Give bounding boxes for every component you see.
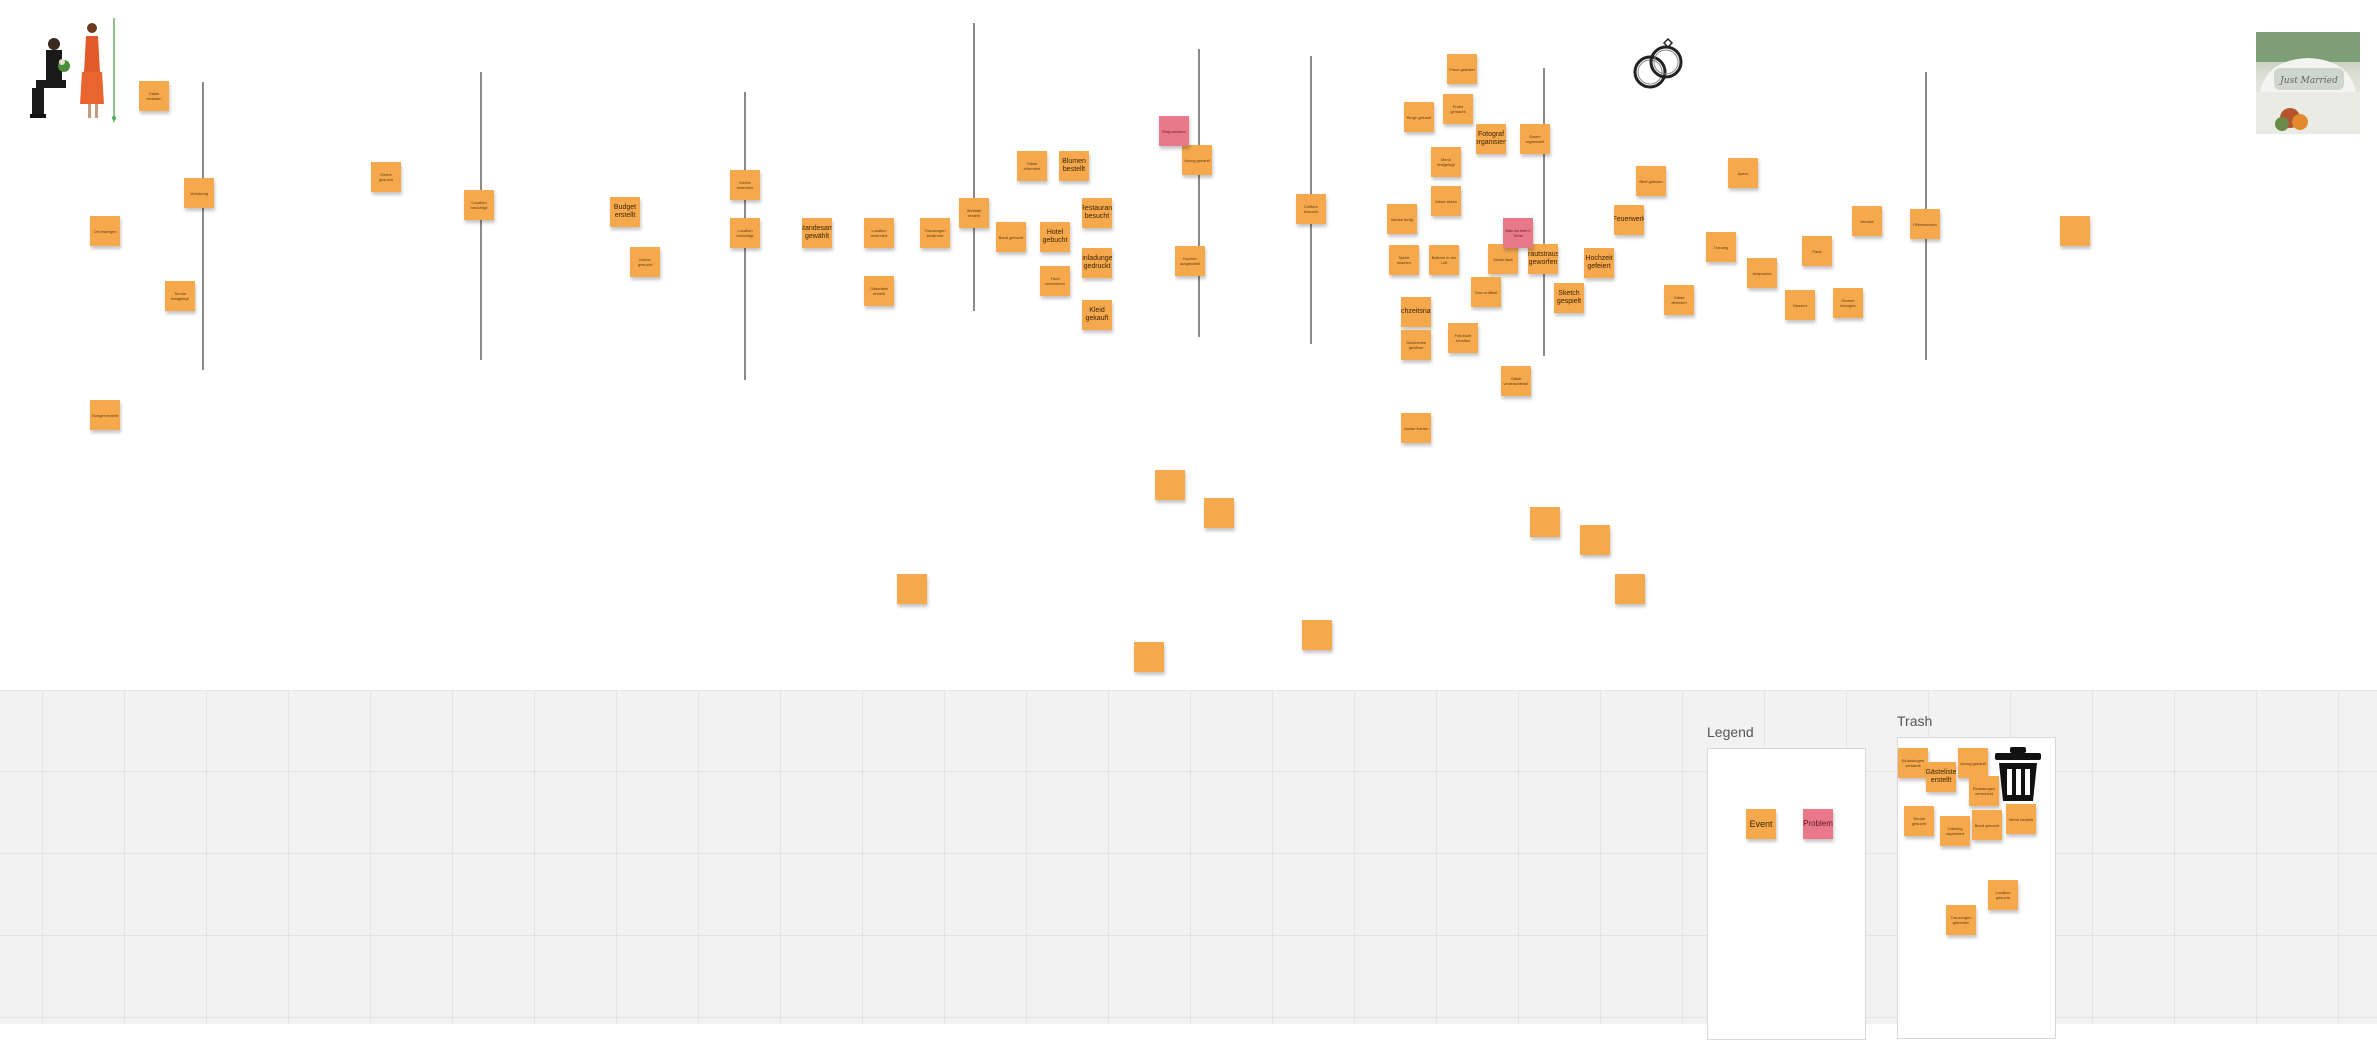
trash-sticky-note[interactable]: Einladungen verschickt [1969, 776, 1999, 806]
phase-divider[interactable] [202, 82, 204, 370]
sticky-note[interactable]: Location besichtigt [464, 190, 494, 220]
legend-title: Legend [1707, 724, 1754, 740]
trash-sticky-note[interactable]: Band gesucht [1972, 810, 2002, 840]
sticky-note[interactable]: Ansprache [1747, 258, 1777, 288]
proposal-photo[interactable] [26, 14, 116, 126]
sticky-note[interactable]: Band gebucht [996, 222, 1026, 252]
sticky-note[interactable] [1302, 620, 1332, 650]
sticky-note[interactable]: Feuerwerk [1614, 205, 1644, 235]
sticky-note[interactable]: Geschenke geöffnet [1401, 330, 1431, 360]
trash-sticky-note[interactable]: Einladungen versandt [1898, 748, 1928, 778]
trash-title: Trash [1897, 713, 1933, 729]
sticky-note[interactable]: Website erstellt [959, 198, 989, 228]
legend-event-sticky[interactable]: Event [1746, 809, 1776, 839]
sticky-note[interactable] [897, 574, 927, 604]
sticky-note[interactable]: Musik läuft [1488, 244, 1518, 274]
sticky-note[interactable]: Gäste informiert [1017, 151, 1047, 181]
legend-problem-sticky[interactable]: Problem [1803, 809, 1833, 839]
sticky-note[interactable]: Hotel gebucht [1040, 222, 1070, 252]
sticky-note[interactable]: Party [1802, 236, 1832, 266]
sticky-note[interactable]: Location besichtigt [730, 218, 760, 248]
sticky-note[interactable]: Gästeliste erstellt [864, 276, 894, 306]
sticky-note[interactable]: Brautstrauss geworfen [1528, 244, 1558, 274]
sticky-note[interactable]: Fotograf organisiert [1476, 124, 1506, 154]
sticky-note[interactable]: Kuchen ausgewählt [1175, 246, 1205, 276]
sticky-note[interactable]: Termin festgelegt [165, 281, 195, 311]
trash-sticky-note[interactable]: Gästeliste erstellt [1926, 762, 1956, 792]
trash-sticky-note[interactable]: Termin gesucht [1904, 806, 1934, 836]
sticky-note[interactable]: Kirche gesucht [630, 247, 660, 277]
sticky-note[interactable]: Essen organisiert [1520, 124, 1550, 154]
trash-sticky-note[interactable]: Trauzeugen gefunden [1946, 905, 1976, 935]
trash-can-icon[interactable] [1993, 747, 2043, 801]
sticky-note[interactable]: Gäste einladen [139, 81, 169, 111]
sticky-note[interactable]: Verlobung [184, 178, 214, 208]
svg-text:Just Married: Just Married [2278, 76, 2338, 86]
sticky-note[interactable]: Kirche gesucht [371, 162, 401, 192]
sticky-note[interactable]: Tisch reservieren [1040, 266, 1070, 296]
sticky-note[interactable]: Location reserviert [864, 218, 894, 248]
sticky-note[interactable] [1155, 470, 1185, 500]
sticky-note[interactable]: Apero [1728, 158, 1758, 188]
sticky-note[interactable]: Budget erstellt [90, 400, 120, 430]
sticky-note[interactable] [1615, 574, 1645, 604]
sticky-note[interactable]: Gäste abreisen [1664, 285, 1694, 315]
sticky-note[interactable]: Coiffure besucht [1296, 194, 1326, 224]
sticky-note[interactable] [1580, 525, 1610, 555]
sticky-note[interactable]: Fotobuch erhalten [1448, 323, 1478, 353]
sticky-note[interactable] [1530, 507, 1560, 537]
sticky-note[interactable]: Hochzeitsnacht [1401, 297, 1431, 327]
problem-sticky-note[interactable]: Ring verloren [1159, 116, 1189, 146]
trash-sticky-note[interactable]: Location gesucht [1988, 880, 2018, 910]
legend-frame[interactable] [1707, 748, 1866, 1040]
sticky-note[interactable]: Ringe gekauft [1404, 102, 1434, 132]
sticky-note[interactable]: Menü festgelegt [1431, 147, 1461, 177]
sticky-note[interactable]: Zimmer bezogen [1833, 288, 1863, 318]
sticky-note[interactable] [1204, 498, 1234, 528]
sticky-note[interactable]: Spiele machen [1389, 245, 1419, 275]
problem-sticky-note[interactable]: Was verloren? Torte! [1503, 218, 1533, 248]
sticky-note[interactable]: Ort festlegen [90, 216, 120, 246]
sticky-note[interactable]: Kleid gekauft [1082, 300, 1112, 330]
phase-divider[interactable] [973, 23, 975, 311]
sticky-note[interactable]: Tanz eröffnet [1471, 277, 1501, 307]
phase-divider[interactable] [1198, 49, 1200, 337]
sticky-note[interactable]: Flitterwochen [1910, 209, 1940, 239]
phase-divider[interactable] [1543, 68, 1545, 356]
sticky-note[interactable]: Hochzeit gefeiert [1584, 248, 1614, 278]
sticky-note[interactable]: Kirche reserviert [730, 170, 760, 200]
sticky-note[interactable]: Dessert [1785, 290, 1815, 320]
trash-sticky-note[interactable]: Menü bestellt [2006, 804, 2036, 834]
sticky-note[interactable]: Gäste sitzen [1431, 186, 1461, 216]
sticky-note[interactable]: Trauzeugen bestimmt [920, 218, 950, 248]
sticky-note[interactable]: Danke Karten [1401, 413, 1431, 443]
sticky-note[interactable]: Frisur getestet [1447, 54, 1477, 84]
sticky-note[interactable]: Anzug gekauft [1182, 145, 1212, 175]
sticky-note[interactable]: Ballone in der Luft [1429, 245, 1459, 275]
sticky-note[interactable]: Gäste verabschiedet [1501, 366, 1531, 396]
sticky-note[interactable]: Abreise [1852, 206, 1882, 236]
sticky-note[interactable]: Budget erstellt [610, 197, 640, 227]
sticky-note[interactable]: Blumen bestellt [1059, 151, 1089, 181]
wedding-car-photo[interactable]: Just Married [2256, 32, 2360, 134]
wedding-rings-icon[interactable] [1626, 34, 1690, 98]
sticky-note[interactable]: Trauung [1706, 232, 1736, 262]
sticky-note[interactable]: Brief gelesen [1636, 166, 1666, 196]
sticky-note[interactable]: Probe gemacht [1443, 94, 1473, 124]
sticky-note[interactable]: Einladungen gedruckt [1082, 248, 1112, 278]
sticky-note[interactable]: Sketch gespielt [1554, 283, 1584, 313]
trash-sticky-note[interactable]: Catering organisiert [1940, 816, 1970, 846]
timeline-area[interactable] [0, 0, 2377, 690]
sticky-note[interactable] [1134, 642, 1164, 672]
sticky-note[interactable]: Restaurant besucht [1082, 198, 1112, 228]
sticky-note[interactable]: Standesamt gewählt [802, 218, 832, 248]
trash-sticky-note[interactable]: Anzug gekauft [1958, 748, 1988, 778]
sticky-note[interactable] [2060, 216, 2090, 246]
sticky-note[interactable]: Messe fertig [1387, 204, 1417, 234]
